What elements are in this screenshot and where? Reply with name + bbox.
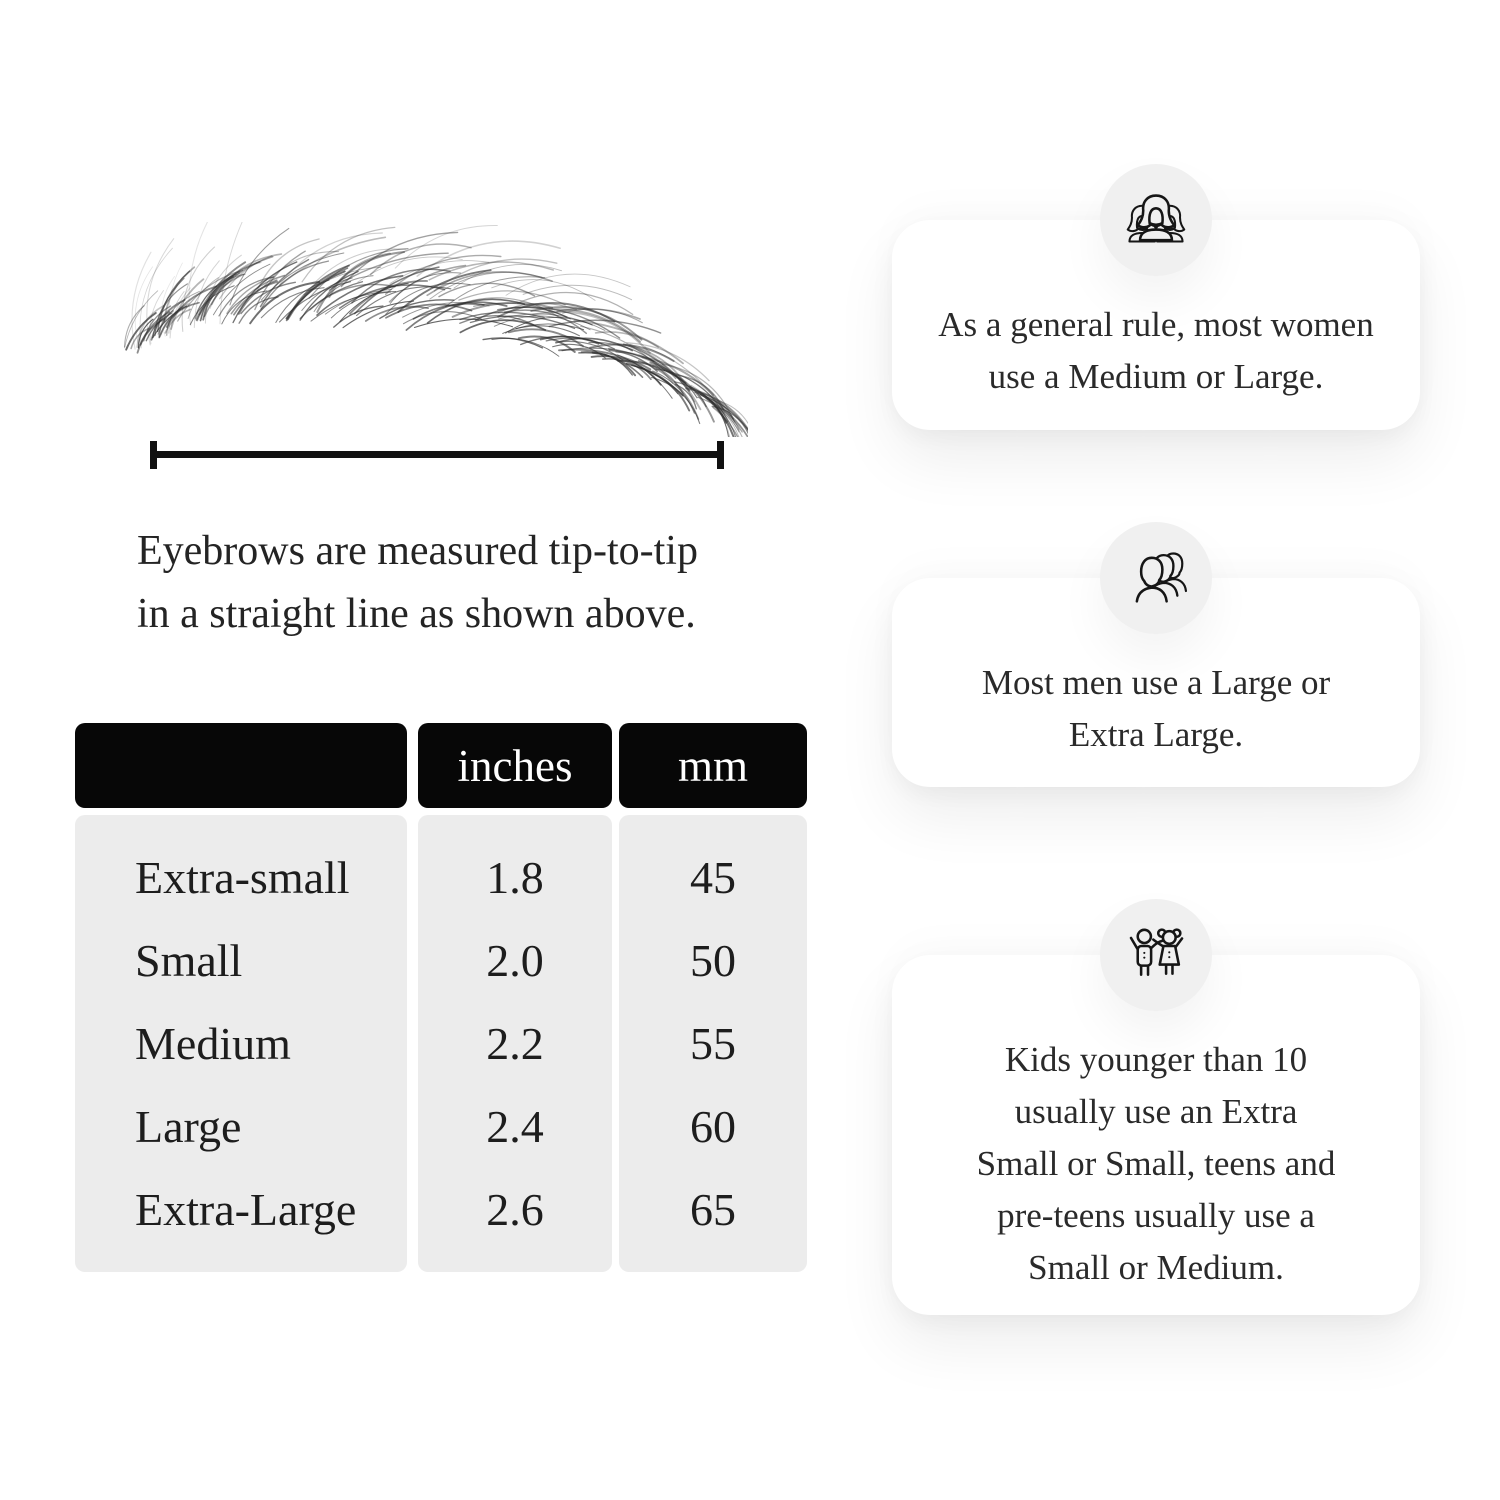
card-kids-line-3: Small or Small, teens and — [976, 1144, 1336, 1183]
size-label-cell: Extra-small — [135, 852, 350, 903]
card-kids-line-2: usually use an Extra — [1014, 1092, 1298, 1131]
kids-badge — [1100, 899, 1212, 1011]
measure-endcap-right — [717, 441, 724, 469]
mm-value-cell: 45 — [690, 852, 736, 903]
inches-value-cell: 2.6 — [486, 1184, 544, 1235]
size-table-header-inches: inches — [418, 723, 612, 808]
card-kids-line-4: pre-teens usually use a — [997, 1196, 1315, 1235]
mm-value-cell: 65 — [690, 1184, 736, 1235]
size-table-body-mm: 45 50 55 60 65 — [619, 815, 807, 1272]
inches-value-cell: 1.8 — [486, 852, 544, 903]
size-label-cell: Extra-Large — [135, 1184, 357, 1235]
size-table-column-sizes: Extra-small Small Medium Large Extra-Lar… — [75, 723, 407, 1272]
card-kids-line-5: Small or Medium. — [1028, 1248, 1284, 1287]
card-women-text: As a general rule, most women use a Medi… — [892, 220, 1420, 430]
size-table-column-inches: inches 1.8 2.0 2.2 2.4 2.6 — [418, 723, 612, 1272]
card-kids: Kids younger than 10 usually use an Extr… — [892, 899, 1420, 1315]
card-kids-text: Kids younger than 10 usually use an Extr… — [892, 955, 1420, 1315]
size-table-header-blank — [75, 723, 407, 808]
mm-value-cell: 50 — [690, 935, 736, 986]
kids-icon — [1129, 928, 1184, 976]
caption-line-2: in a straight line as shown above. — [137, 591, 696, 637]
card-women-line-2: use a Medium or Large. — [988, 357, 1324, 396]
size-label-cell: Large — [135, 1101, 242, 1152]
inches-value-cell: 2.2 — [486, 1018, 544, 1069]
inches-value-cell: 2.0 — [486, 935, 544, 986]
size-label-cell: Small — [135, 935, 243, 986]
card-men-line-1: Most men use a Large or — [981, 662, 1331, 702]
size-table-body-inches: 1.8 2.0 2.2 2.4 2.6 — [418, 815, 612, 1272]
mm-value-cell: 55 — [690, 1018, 736, 1069]
measurement-caption: Eyebrows are measured tip-to-tip in a st… — [137, 520, 698, 646]
card-women-line-1: As a general rule, most women — [938, 305, 1374, 344]
size-table-column-mm: mm 45 50 55 60 65 — [619, 723, 807, 1272]
eyebrow-illustration — [123, 222, 748, 437]
size-label-cell: Medium — [135, 1018, 291, 1069]
women-badge — [1100, 164, 1212, 276]
mm-value-cell: 60 — [690, 1101, 736, 1152]
caption-line-1: Eyebrows are measured tip-to-tip — [137, 528, 698, 574]
card-kids-line-1: Kids younger than 10 — [1004, 1040, 1308, 1079]
card-men-text: Most men use a Large or Extra Large. — [892, 578, 1420, 787]
measurement-line — [150, 441, 724, 469]
size-table-body-sizes: Extra-small Small Medium Large Extra-Lar… — [75, 815, 407, 1272]
size-table-header-mm: mm — [619, 723, 807, 808]
card-men: Most men use a Large or Extra Large. — [892, 522, 1420, 787]
card-men-line-2: Extra Large. — [1068, 714, 1244, 754]
inches-value-cell: 2.4 — [486, 1101, 544, 1152]
measure-bar — [150, 451, 724, 458]
card-women: As a general rule, most women use a Medi… — [892, 164, 1420, 430]
men-badge — [1100, 522, 1212, 634]
